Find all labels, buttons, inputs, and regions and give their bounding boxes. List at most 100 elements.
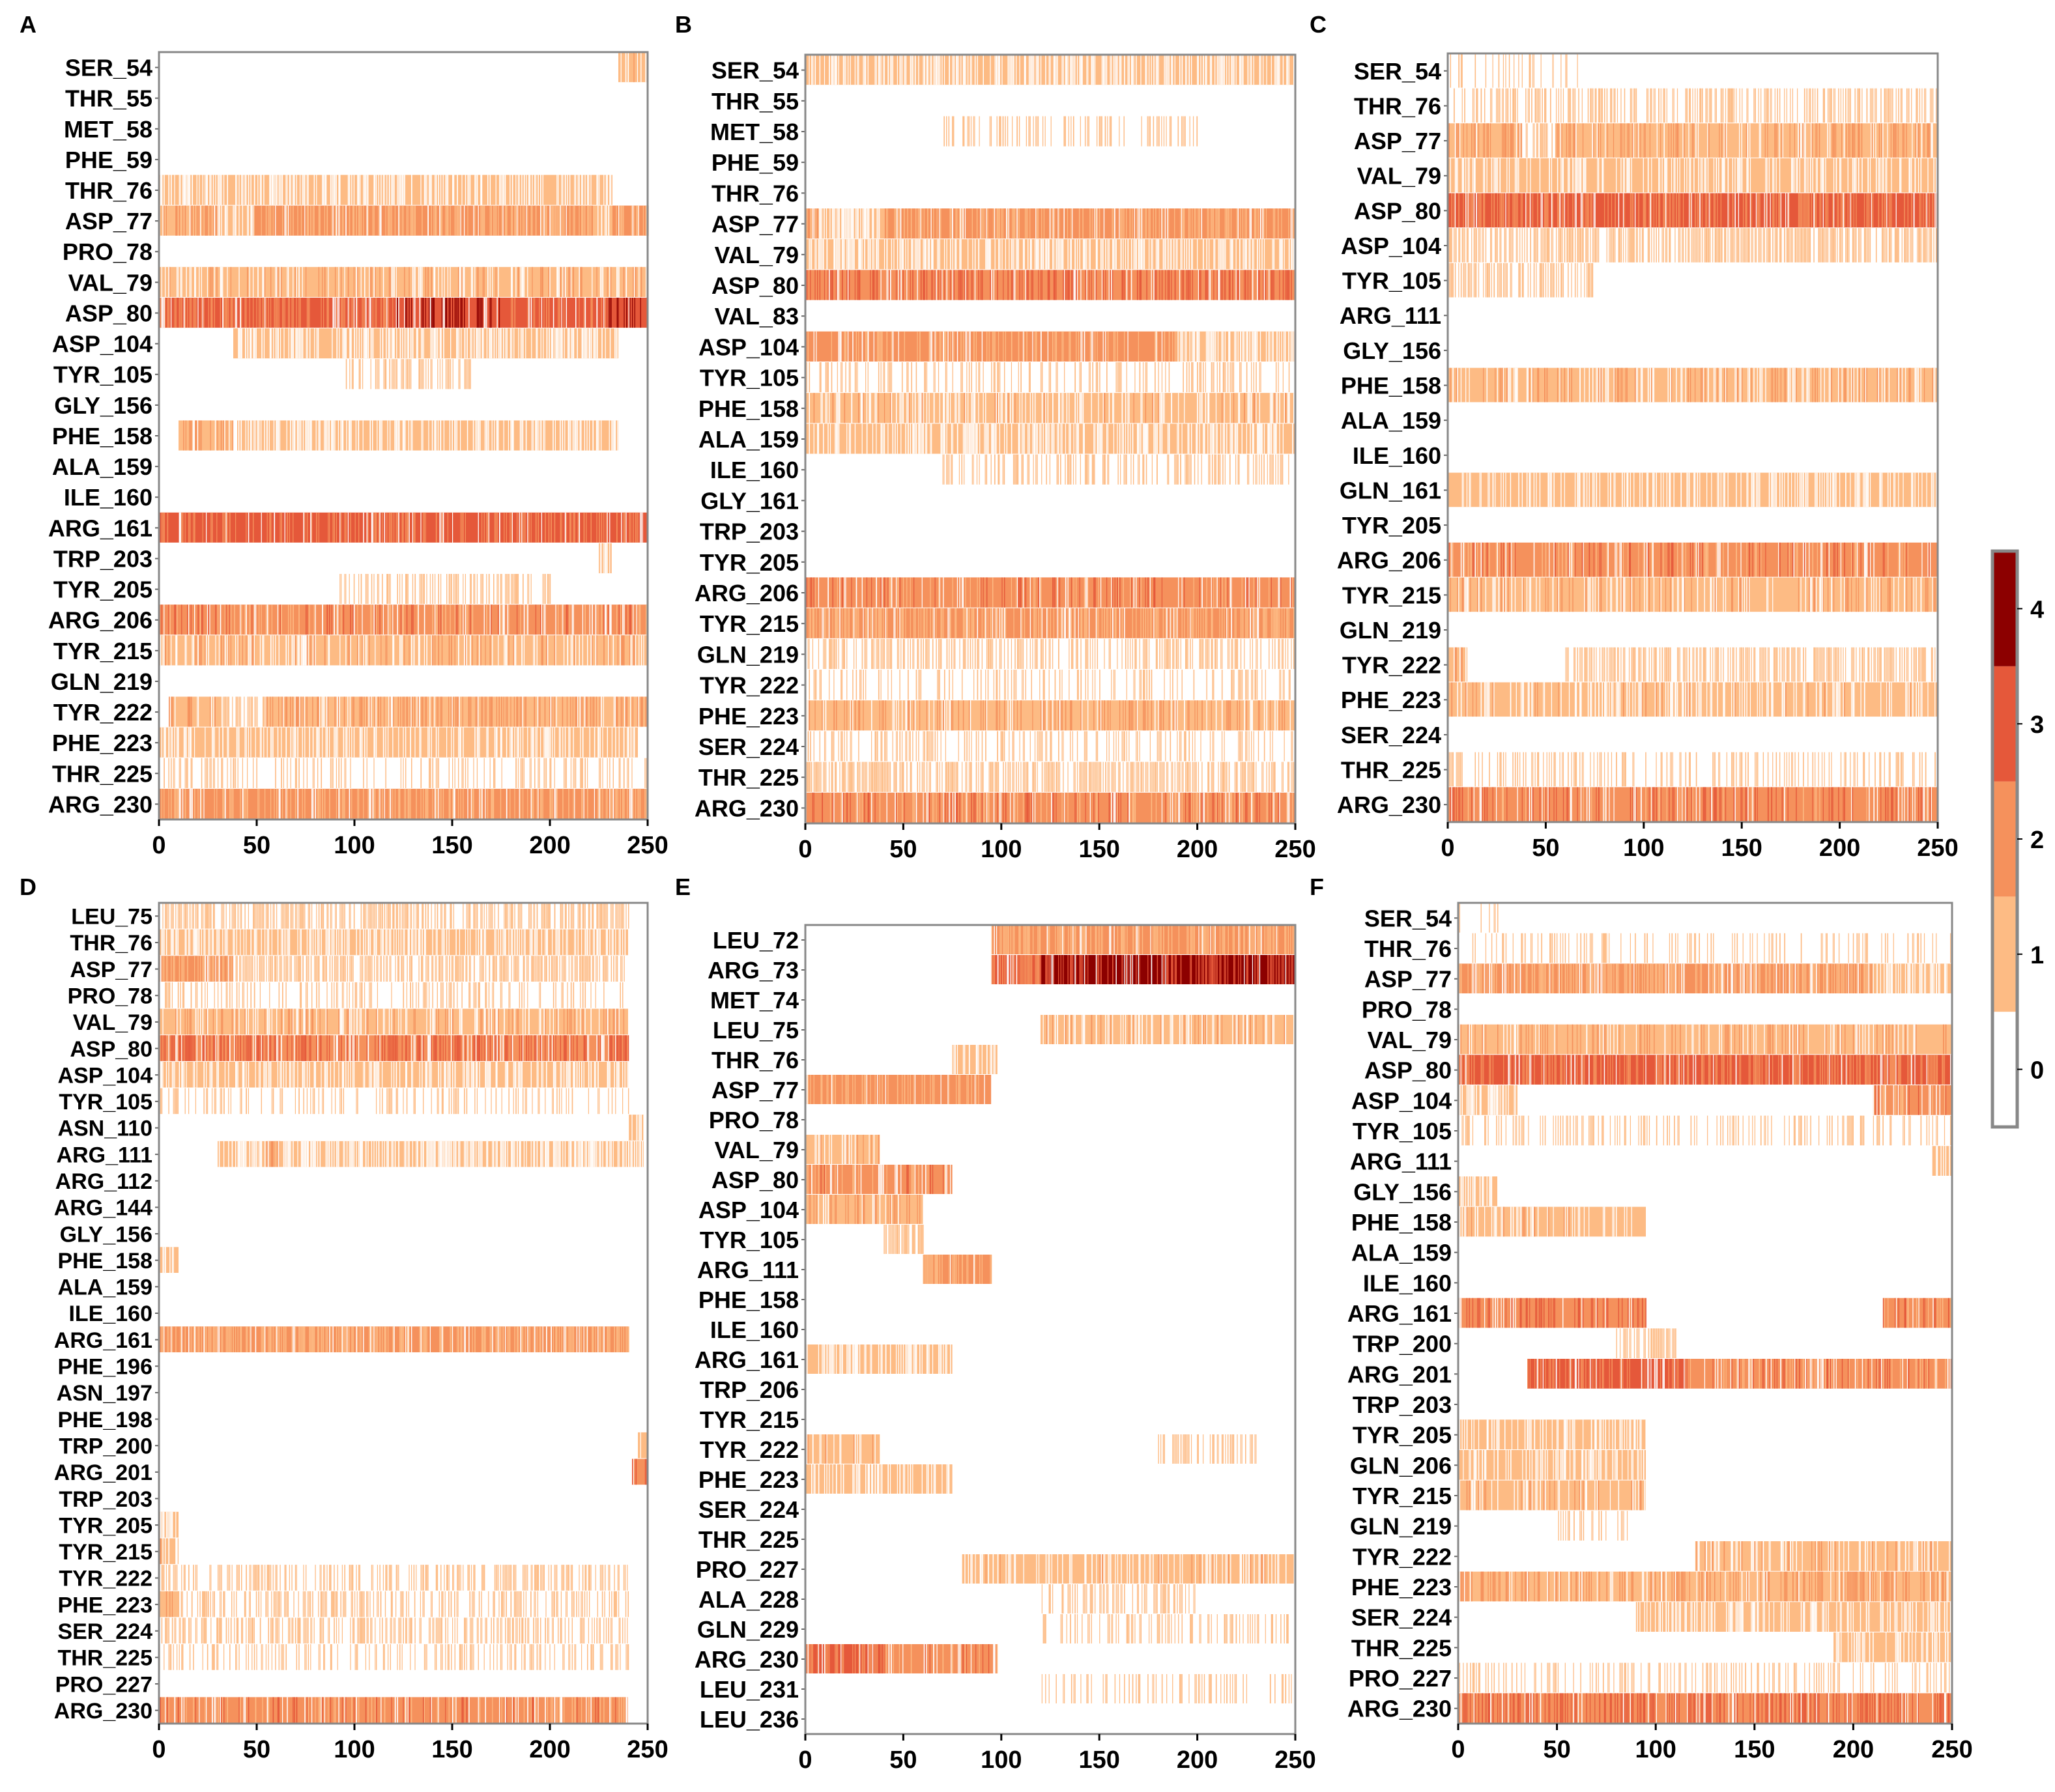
stripe [915,423,917,454]
stripe [892,423,894,454]
stripe [1142,670,1144,700]
stripe [574,205,575,236]
stripe [377,574,378,604]
stripe [164,175,165,205]
stripe [324,266,326,297]
stripe [536,727,538,758]
stripe [1159,423,1160,454]
stripe [1246,239,1247,270]
stripe [372,420,373,451]
stripe [625,604,627,635]
stripe [867,608,869,638]
stripe [270,297,272,328]
stripe [924,608,925,638]
stripe [454,604,456,635]
stripe [806,208,808,239]
stripe [517,266,519,297]
stripe [322,266,323,297]
stripe [1085,638,1087,669]
stripe [1251,55,1252,85]
stripe [553,420,554,451]
stripe [168,266,169,297]
stripe [579,635,580,666]
stripe [991,638,992,669]
stripe [536,420,538,451]
stripe [629,297,631,328]
stripe [642,696,643,727]
stripe [1047,270,1049,300]
stripe [160,297,162,328]
stripe [1216,208,1218,239]
stripe [1224,608,1225,638]
stripe [336,758,338,788]
stripe [1149,670,1150,700]
stripe [1172,638,1173,669]
stripe [382,175,384,205]
cell-a-tyr_215-0 [159,635,648,666]
stripe [425,266,427,297]
stripe [1211,331,1212,362]
stripe [1190,55,1192,85]
stripe [305,420,306,451]
stripe [519,420,521,451]
stripe [311,788,313,819]
stripe [880,423,882,454]
stripe [1057,208,1059,239]
stripe [210,205,212,236]
stripe [943,331,944,362]
stripe [1097,331,1098,362]
stripe [601,696,602,727]
stripe [1280,670,1282,700]
row-label: ASP_77 [65,208,152,235]
stripe [902,393,904,423]
stripe [1220,55,1222,85]
stripe [1002,116,1004,147]
stripe [891,670,892,700]
stripe [468,359,470,390]
stripe [194,266,195,297]
stripe [437,788,438,819]
stripe [188,512,190,543]
stripe [599,727,601,758]
stripe [523,175,525,205]
stripe [351,175,352,205]
stripe [1073,577,1074,608]
stripe [302,175,303,205]
stripe [382,328,384,359]
stripe [190,420,192,451]
stripe [1070,331,1071,362]
stripe [566,696,568,727]
stripe [975,423,977,454]
stripe [349,297,351,328]
stripe [1201,454,1202,485]
row-label: SER_54 [65,55,152,81]
stripe [478,297,479,328]
stripe [858,393,859,423]
row-label: TYR_105 [53,362,152,388]
stripe [607,266,608,297]
stripe [221,758,222,788]
stripe [1256,454,1257,485]
stripe [1113,208,1114,239]
stripe [1209,55,1211,85]
stripe [1168,454,1170,485]
stripe [601,512,603,543]
stripe [640,512,642,543]
stripe [1132,608,1133,638]
stripe [312,727,314,758]
stripe [1252,638,1254,669]
stripe [1115,608,1117,638]
stripe [1160,393,1162,423]
stripe [338,696,339,727]
stripe [991,270,992,300]
stripe [1216,55,1218,85]
stripe [1282,423,1284,454]
stripe [1011,55,1013,85]
stripe [405,297,407,328]
x-tick-label: 200 [529,832,570,859]
stripe [242,205,243,236]
stripe [212,758,214,788]
stripe [1088,116,1089,147]
stripe [968,423,970,454]
stripe [491,328,493,359]
